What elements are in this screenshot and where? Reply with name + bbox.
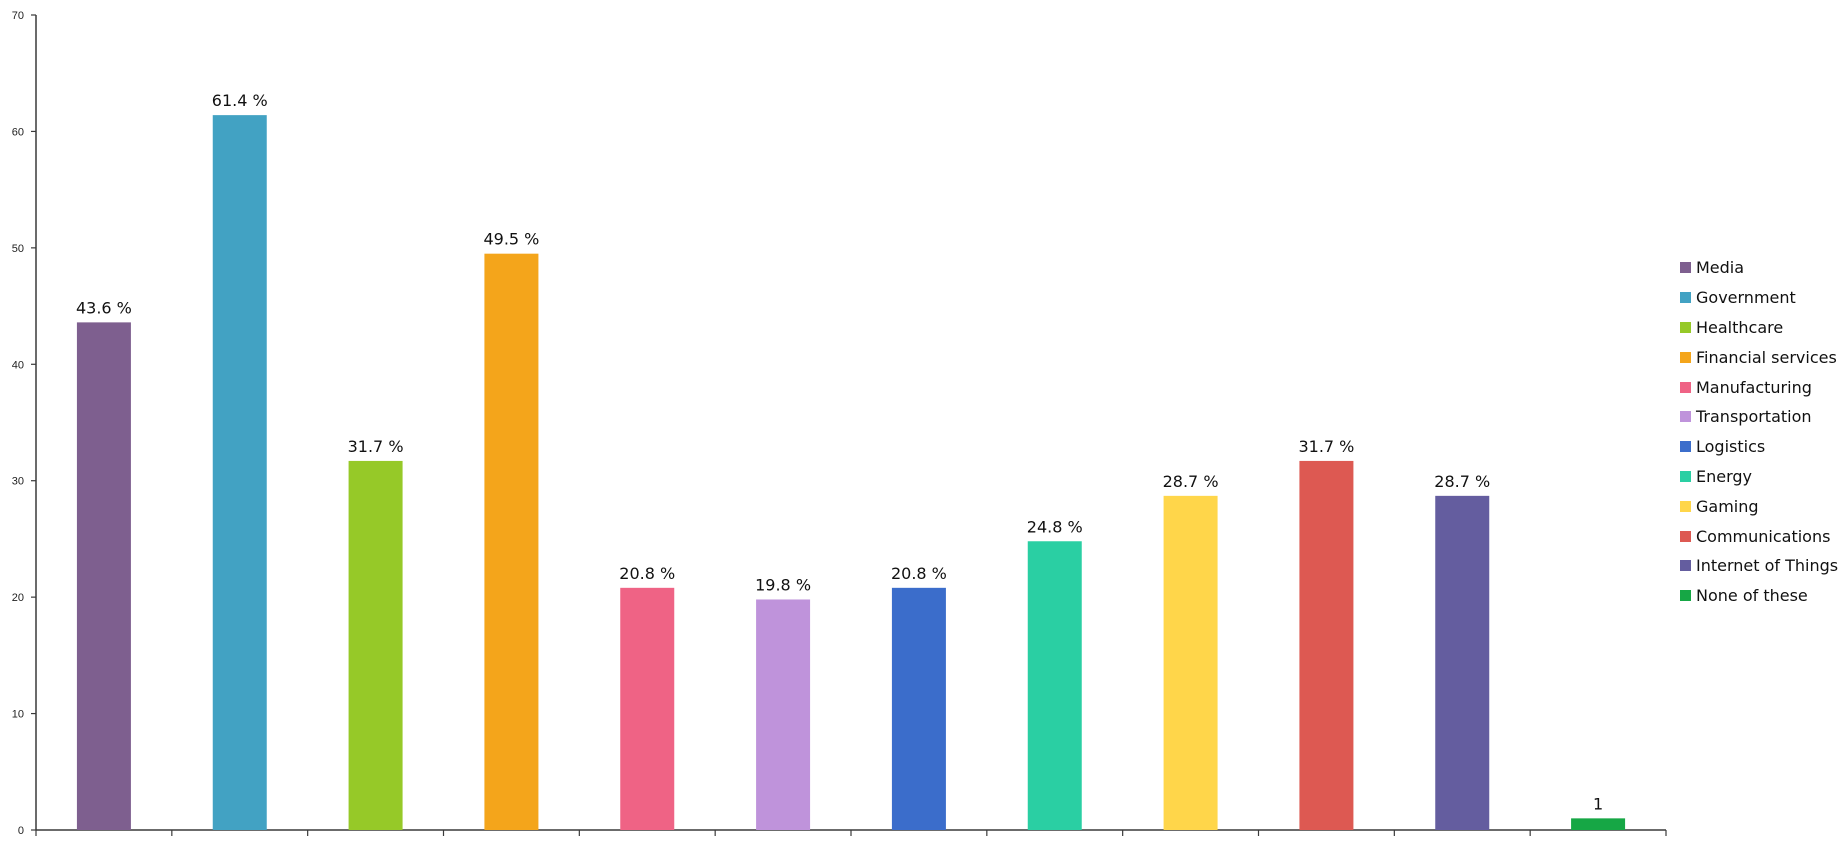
legend-item-healthcare[interactable]: Healthcare: [1680, 313, 1838, 343]
legend-item-manufacturing[interactable]: Manufacturing: [1680, 372, 1838, 402]
y-tick-label: 30: [12, 476, 24, 488]
bar-none-of-these[interactable]: [1571, 818, 1626, 830]
y-tick-label: 40: [12, 359, 24, 371]
legend-item-logistics[interactable]: Logistics: [1680, 432, 1838, 462]
data-label-gaming: 28.7 %: [1163, 472, 1219, 491]
legend-swatch: [1680, 530, 1691, 542]
legend-item-communications[interactable]: Communications: [1680, 521, 1838, 551]
legend-label: None of these: [1696, 586, 1808, 606]
data-labels: 43.6 % 61.4 % 31.7 % 49.5 % 20.8 % 19.8 % 20.8…: [76, 91, 1603, 813]
legend-item-none-of-these[interactable]: None of these: [1680, 581, 1838, 611]
data-label-financial-services: 49.5 %: [483, 230, 539, 249]
legend-swatch: [1680, 321, 1691, 333]
legend-label: Gaming: [1696, 496, 1759, 516]
bar-communications[interactable]: [1299, 460, 1354, 830]
bar-energy[interactable]: [1027, 541, 1082, 830]
y-tick-label: 0: [18, 825, 24, 837]
legend-label: Financial services: [1696, 347, 1837, 367]
bar-manufacturing[interactable]: [620, 587, 675, 830]
legend-swatch: [1680, 381, 1691, 393]
legend-label: Government: [1696, 288, 1796, 308]
legend-swatch: [1680, 590, 1691, 602]
legend-swatch: [1680, 292, 1691, 304]
y-tick-label: 10: [12, 709, 24, 721]
legend-label: Internet of Things: [1696, 556, 1839, 576]
data-label-transportation: 19.8 %: [755, 575, 811, 594]
data-label-none-of-these: 1: [1593, 794, 1603, 813]
y-tick-label: 60: [12, 126, 24, 138]
data-label-manufacturing: 20.8 %: [619, 564, 675, 583]
bar-internet-of-things[interactable]: [1435, 495, 1490, 830]
legend-item-transportation[interactable]: Transportation: [1680, 402, 1838, 432]
bar-healthcare[interactable]: [348, 460, 403, 830]
legend-label: Media: [1696, 258, 1745, 278]
data-label-government: 61.4 %: [212, 91, 268, 110]
legend-item-internet-of-things[interactable]: Internet of Things: [1680, 551, 1838, 581]
legend-item-energy[interactable]: Energy: [1680, 462, 1838, 492]
bar-financial-services[interactable]: [484, 253, 539, 830]
legend-label: Logistics: [1696, 437, 1766, 457]
legend-item-gaming[interactable]: Gaming: [1680, 491, 1838, 521]
x-axis: [35, 829, 1667, 836]
data-label-communications: 31.7 %: [1298, 437, 1354, 456]
legend-swatch: [1680, 560, 1691, 572]
bar-government[interactable]: [212, 115, 267, 831]
bar-gaming[interactable]: [1163, 495, 1218, 830]
legend-swatch: [1680, 351, 1691, 363]
legend-swatch: [1680, 500, 1691, 512]
y-tick-label: 20: [12, 592, 24, 604]
legend-label: Healthcare: [1696, 317, 1784, 337]
bars: [76, 115, 1626, 831]
bar-transportation[interactable]: [756, 599, 811, 830]
legend-swatch: [1680, 411, 1691, 423]
data-label-healthcare: 31.7 %: [348, 437, 404, 456]
legend: Media Government Healthcare Financial servi…: [1680, 253, 1838, 611]
legend-label: Communications: [1696, 526, 1831, 546]
legend-swatch: [1680, 470, 1691, 482]
data-label-internet-of-things: 28.7 %: [1434, 472, 1490, 491]
y-tick-label: 50: [12, 243, 24, 255]
bar-media[interactable]: [76, 322, 131, 830]
legend-label: Energy: [1696, 466, 1753, 486]
y-tick-label: 70: [12, 10, 24, 22]
bar-logistics[interactable]: [891, 587, 946, 830]
legend-swatch: [1680, 441, 1691, 453]
data-label-energy: 24.8 %: [1027, 517, 1083, 536]
legend-label: Manufacturing: [1696, 377, 1812, 397]
legend-item-media[interactable]: Media: [1680, 253, 1838, 283]
data-label-media: 43.6 %: [76, 298, 132, 317]
y-axis: 0 10 20 30 40 50 60 70: [12, 10, 37, 837]
legend-swatch: [1680, 262, 1691, 274]
legend-item-government[interactable]: Government: [1680, 283, 1838, 313]
legend-label: Transportation: [1696, 407, 1812, 427]
data-label-logistics: 20.8 %: [891, 564, 947, 583]
legend-item-financial-services[interactable]: Financial services: [1680, 342, 1838, 372]
